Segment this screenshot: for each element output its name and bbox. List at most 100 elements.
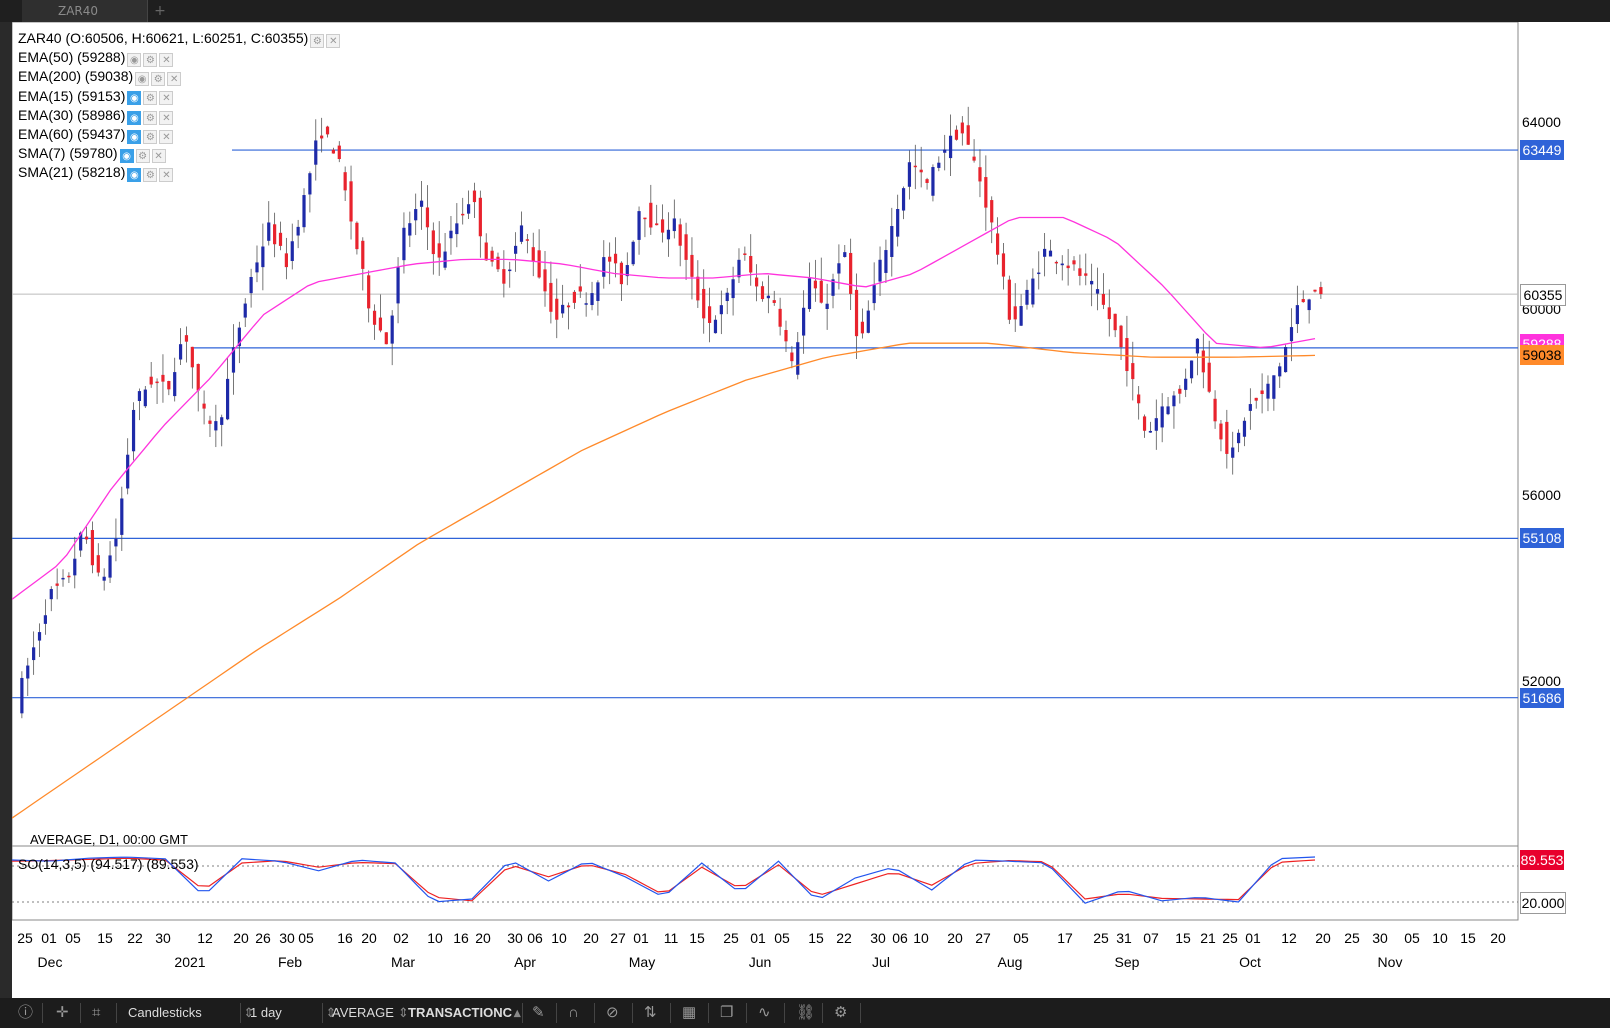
legend-label: EMA(200) (59038) xyxy=(18,68,134,85)
close-icon[interactable]: ✕ xyxy=(159,110,174,125)
date-tick-label: 30 xyxy=(279,930,295,946)
pencil-icon[interactable]: ✎ xyxy=(532,1004,545,1021)
date-tick-label: 10 xyxy=(1432,930,1448,946)
date-tick-label: 15 xyxy=(808,930,824,946)
candle-body xyxy=(143,389,147,407)
eye-icon[interactable]: ◉ xyxy=(135,72,150,87)
settings-icon[interactable]: ⚙ xyxy=(143,129,158,144)
eye-icon[interactable]: ◉ xyxy=(127,129,142,144)
settings-icon[interactable]: ⚙ xyxy=(143,110,158,125)
candle-body xyxy=(878,259,882,282)
candle-body xyxy=(860,321,865,334)
candle-body xyxy=(1184,378,1188,390)
transaction-select[interactable]: TRANSACTIONC ▴ xyxy=(408,1005,521,1020)
legend-row[interactable]: EMA(60) (59437) ◉ ⚙ ✕ xyxy=(18,126,175,144)
ema200-line xyxy=(12,342,1316,819)
candle-body xyxy=(267,222,271,241)
settings-icon[interactable]: ⚙ xyxy=(143,52,158,67)
settings-icon[interactable]: ⚙ xyxy=(143,91,158,106)
candle-body xyxy=(1231,447,1235,458)
hide-drawings-icon[interactable]: ⊘ xyxy=(606,1004,619,1021)
candle-body xyxy=(772,300,776,303)
candle-body xyxy=(590,293,594,306)
settings-icon[interactable]: ⚙ xyxy=(310,33,325,48)
legend-row[interactable]: EMA(200) (59038) ◉ ⚙ ✕ xyxy=(18,68,183,87)
legend-row[interactable]: ZAR40 (O:60506, H:60621, L:60251, C:6035… xyxy=(18,30,342,48)
candle-body xyxy=(1007,279,1011,320)
legend-row[interactable]: EMA(15) (59153) ◉ ⚙ ✕ xyxy=(18,88,175,106)
candle-body xyxy=(678,224,682,246)
settings-icon[interactable]: ⚙ xyxy=(135,148,150,163)
close-icon[interactable]: ✕ xyxy=(167,72,182,87)
date-tick-label: 20 xyxy=(583,930,599,946)
sort-icon[interactable]: ⇅ xyxy=(644,1004,657,1021)
date-tick-label: 05 xyxy=(1404,930,1420,946)
price-chart[interactable] xyxy=(12,22,1610,998)
legend-label: EMA(50) (59288) xyxy=(18,49,126,66)
candle-body xyxy=(1236,432,1241,444)
candle-body xyxy=(396,267,400,304)
info-icon[interactable]: ⓘ xyxy=(18,1004,34,1021)
close-icon[interactable]: ✕ xyxy=(326,33,341,48)
candle-body xyxy=(884,250,888,273)
candle-body xyxy=(637,211,641,240)
legend-row[interactable]: SMA(7) (59780) ◉ ⚙ ✕ xyxy=(18,145,168,163)
chart-type-select[interactable]: Candlesticks ⇕ xyxy=(128,1005,255,1020)
date-tick-label: 05 xyxy=(774,930,790,946)
link-icon[interactable]: ⛓ xyxy=(796,1004,816,1021)
candle-body xyxy=(866,310,870,333)
month-label: 2021 xyxy=(174,954,206,970)
candle-body xyxy=(414,209,418,221)
candle-body xyxy=(131,409,136,452)
candle-body xyxy=(1225,421,1229,454)
settings-icon[interactable]: ⚙ xyxy=(151,72,166,87)
add-tab-button[interactable]: + xyxy=(154,3,166,19)
eye-icon[interactable]: ◉ xyxy=(127,91,142,106)
date-tick-label: 01 xyxy=(633,930,649,946)
candle-body xyxy=(1207,362,1211,392)
candle-body xyxy=(308,173,312,195)
candle-body xyxy=(813,280,817,289)
indicators-icon[interactable]: ∿ xyxy=(758,1004,771,1021)
close-icon[interactable]: ✕ xyxy=(159,168,174,183)
eye-icon[interactable]: ◉ xyxy=(119,148,134,163)
settings-icon[interactable]: ⚙ xyxy=(834,1004,848,1021)
close-icon[interactable]: ✕ xyxy=(159,129,174,144)
mode-select[interactable]: AVERAGE ⇕ xyxy=(332,1005,409,1020)
grid-icon[interactable]: ▦ xyxy=(682,1004,697,1021)
eye-icon[interactable]: ◉ xyxy=(127,52,142,67)
candle-body xyxy=(537,250,541,278)
legend-row[interactable]: EMA(30) (58986) ◉ ⚙ ✕ xyxy=(18,107,175,125)
candle-body xyxy=(807,278,812,310)
legend-row[interactable]: SMA(21) (58218) ◉ ⚙ ✕ xyxy=(18,164,175,183)
candle-body xyxy=(660,219,665,233)
candle-body xyxy=(1084,273,1088,276)
templates-icon[interactable]: ❐ xyxy=(720,1004,734,1021)
price-tag: 51686 xyxy=(1520,687,1564,708)
chart-panel[interactable]: ZAR40 (O:60506, H:60621, L:60251, C:6035… xyxy=(12,22,1610,998)
close-icon[interactable]: ✕ xyxy=(159,52,174,67)
price-tag: 60355 xyxy=(1520,284,1566,307)
legend-label: EMA(15) (59153) xyxy=(18,87,126,104)
candle-body xyxy=(948,135,953,159)
legend-row[interactable]: EMA(50) (59288) ◉ ⚙ ✕ xyxy=(18,49,175,67)
eye-icon[interactable]: ◉ xyxy=(127,168,142,183)
tab-zar40[interactable]: ZAR40 xyxy=(22,0,148,22)
candle-body xyxy=(707,306,712,323)
candle-body xyxy=(1001,253,1006,277)
date-tick-label: 30 xyxy=(1372,930,1388,946)
candle-body xyxy=(713,319,718,334)
candle-body xyxy=(484,242,488,261)
timeframe-select[interactable]: 1 day ⇕ xyxy=(250,1005,337,1020)
eye-icon[interactable]: ◉ xyxy=(127,110,142,125)
crosshair-icon[interactable]: ✛ xyxy=(56,1004,69,1021)
magnet-icon[interactable]: ∩ xyxy=(568,1004,579,1021)
candle-body xyxy=(449,230,453,239)
close-icon[interactable]: ✕ xyxy=(151,148,166,163)
settings-icon[interactable]: ⚙ xyxy=(143,168,158,183)
close-icon[interactable]: ✕ xyxy=(159,91,174,106)
candle-body xyxy=(102,576,106,581)
date-tick-label: 05 xyxy=(298,930,314,946)
candle-body xyxy=(178,344,183,360)
crop-icon[interactable]: ⌗ xyxy=(92,1004,101,1021)
